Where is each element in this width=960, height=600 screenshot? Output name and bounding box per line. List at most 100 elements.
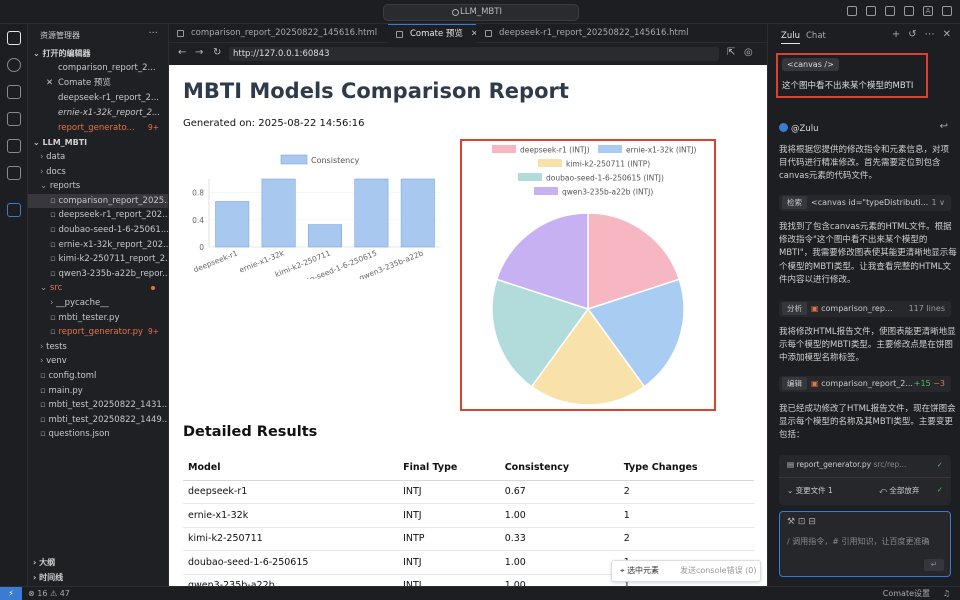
open-editor-item[interactable]: ernie-x1-32k_report_2... xyxy=(58,108,161,118)
open-editors-header[interactable]: ⌄ 打开的编辑器 xyxy=(33,49,91,58)
tool-call-analyze[interactable]: 分析 ▣ comparison_rep... 117 lines xyxy=(779,301,951,317)
testing-flask-icon[interactable] xyxy=(7,166,21,180)
changed-file-item[interactable]: ▤ report_generator.py src/rep... xyxy=(787,460,907,469)
open-editor-item[interactable]: ✕ Comate 预览 xyxy=(46,78,111,88)
file-item[interactable]: ▫ doubao-seed-1-6-25061... xyxy=(50,225,169,235)
close-icon[interactable]: ✕ xyxy=(942,29,951,40)
bar[interactable] xyxy=(307,224,343,248)
history-icon[interactable]: ↺ xyxy=(908,29,917,40)
tool-call-edit[interactable]: 编辑 ▣ comparison_report_2... +15 −3 xyxy=(779,376,951,392)
file-item[interactable]: ▫ main.py xyxy=(40,385,83,396)
folder-item[interactable]: ⌄ src xyxy=(28,281,168,295)
canvas-element-chip[interactable]: <canvas /> xyxy=(782,58,839,71)
open-editor-item[interactable]: deepseek-r1_report_2... xyxy=(58,93,160,103)
pie-legend-item[interactable]: doubao-seed-1-6-250615 (INTJ) xyxy=(518,173,664,183)
remote-icon[interactable]: ⚡ xyxy=(0,587,22,600)
layout-icon[interactable] xyxy=(847,6,857,16)
tab-zulu[interactable]: Zulu xyxy=(781,31,800,44)
run-debug-icon[interactable] xyxy=(7,112,21,126)
pie-slice[interactable] xyxy=(491,278,590,388)
explorer-icon[interactable] xyxy=(7,31,21,45)
project-header[interactable]: ⌄ LLM_MBTI xyxy=(33,138,88,147)
accept-all-check-icon[interactable]: ✓ xyxy=(936,485,943,494)
folder-item[interactable]: › data xyxy=(40,152,66,162)
source-control-icon[interactable] xyxy=(7,85,21,99)
folder-item[interactable]: › tests xyxy=(40,341,67,352)
back-arrow-icon[interactable]: ← xyxy=(178,47,187,58)
close-icon[interactable]: ✕ xyxy=(471,29,476,39)
folder-item[interactable]: › __pycache__ xyxy=(50,298,109,308)
bell-icon[interactable]: ♫ xyxy=(942,589,950,598)
discard-all-button[interactable]: ⤺ 全部放弃 xyxy=(879,486,920,495)
file-icon: ▫ xyxy=(50,195,59,206)
timeline-header[interactable]: › 时间线 xyxy=(33,573,64,582)
editor-tab[interactable]: Comate 预览✕ xyxy=(388,24,476,43)
settings-gear-icon[interactable] xyxy=(942,6,952,16)
file-item[interactable]: ▫ deepseek-r1_report_202... xyxy=(50,210,169,221)
open-editor-item[interactable]: comparison_report_2... xyxy=(58,63,156,73)
editor-tab[interactable]: deepseek-r1_report_20250822_145616.html xyxy=(477,24,767,43)
bar[interactable] xyxy=(261,178,296,248)
pie-highlight-frame xyxy=(460,139,716,411)
more-icon[interactable]: ⋯ xyxy=(924,29,935,40)
url-input[interactable]: http://127.0.0.1:60843 xyxy=(229,47,719,61)
close-icon[interactable]: ✕ xyxy=(46,78,54,88)
tab-chat[interactable]: Chat xyxy=(806,31,826,41)
pie-slice[interactable] xyxy=(587,212,681,311)
open-editor-item[interactable]: report_generato... 9+ xyxy=(58,123,159,133)
secondary-sidebar-icon[interactable] xyxy=(904,6,914,16)
command-center-search[interactable]: LLM_MBTI xyxy=(383,4,579,21)
file-item[interactable]: ▫ report_generator.py 9+ xyxy=(50,327,159,338)
pie-legend-item[interactable]: qwen3-235b-a22b (INTJ) xyxy=(534,187,653,197)
pie-legend-item[interactable]: deepseek-r1 (INTJ) xyxy=(492,145,590,155)
pie-slice[interactable] xyxy=(530,307,646,406)
file-item[interactable]: ▫ kimi-k2-250711_report_2... xyxy=(50,254,169,265)
translate-icon[interactable]: A xyxy=(923,6,933,16)
refresh-icon[interactable]: ↻ xyxy=(213,47,222,58)
file-item[interactable]: ▫ ernie-x1-32k_report_202... xyxy=(50,239,169,250)
file-item[interactable]: ▫ comparison_report_2025... xyxy=(28,193,168,208)
comate-settings[interactable]: Comate设置 xyxy=(882,589,930,598)
folder-item[interactable]: › docs xyxy=(40,166,66,177)
select-element-button[interactable]: ⌖ 选中元素 xyxy=(620,566,660,575)
folder-item[interactable]: › venv xyxy=(40,356,67,367)
tool-call-search[interactable]: 检索 <canvas id="typeDistributi... 1 ∨ xyxy=(779,195,951,211)
bar[interactable] xyxy=(400,178,435,248)
open-external-icon[interactable]: ⇱ xyxy=(727,47,736,58)
forward-arrow-icon[interactable]: → xyxy=(195,47,204,58)
pie-slice[interactable] xyxy=(495,212,589,311)
editor-tab[interactable]: comparison_report_20250822_145616.html xyxy=(169,24,381,43)
pie-legend-item[interactable]: ernie-x1-32k (INTJ) xyxy=(598,145,696,155)
table-cell: 2 xyxy=(618,480,754,504)
pie-slice[interactable] xyxy=(586,278,685,388)
outline-header[interactable]: › 大纲 xyxy=(33,558,56,567)
changed-files-toggle[interactable]: ⌄ 变更文件 1 xyxy=(787,486,833,495)
send-icon[interactable]: ↵ xyxy=(924,559,944,571)
new-chat-plus-icon[interactable]: + xyxy=(891,29,901,40)
chat-input[interactable]: ⚒ ⊡ ⊟ / 调用指令，# 引用知识，让百度更准确 ↵ xyxy=(779,511,951,577)
file-item[interactable]: ▫ mbti_test_20250822_1431... xyxy=(40,400,169,411)
file-item[interactable]: ▫ mbti_tester.py xyxy=(50,312,120,323)
undo-icon[interactable]: ↩ xyxy=(939,121,948,132)
globe-icon[interactable]: ◎ xyxy=(744,47,753,58)
extensions-icon[interactable] xyxy=(7,139,21,153)
file-item[interactable]: ▫ questions.json xyxy=(40,429,110,440)
panel-toggle-icon[interactable] xyxy=(885,6,895,16)
pie-legend-item[interactable]: kimi-k2-250711 (INTP) xyxy=(538,159,650,169)
bar[interactable] xyxy=(215,201,250,248)
type-distribution-pie-chart[interactable]: deepseek-r1 (INTJ) ernie-x1-32k (INTJ) kim… xyxy=(462,141,714,409)
comate-icon[interactable] xyxy=(7,203,21,217)
send-console-errors-button[interactable]: 发送console错误 (0) xyxy=(680,566,757,575)
file-item[interactable]: ▫ config.toml xyxy=(40,371,97,381)
file-item[interactable]: ▫ qwen3-235b-a22b_repor... xyxy=(50,268,169,279)
file-item[interactable]: ▫ mbti_test_20250822_1449... xyxy=(40,414,169,425)
folder-item[interactable]: ⌄ reports xyxy=(40,181,81,192)
bar[interactable] xyxy=(354,178,389,248)
legend-swatch xyxy=(518,173,542,181)
sidebar-toggle-icon[interactable] xyxy=(866,6,876,16)
tool-icons[interactable]: ⚒ ⊡ ⊟ xyxy=(787,517,816,527)
problems-indicator[interactable]: ⊗ 16 ⚠ 47 xyxy=(28,589,70,598)
more-icon[interactable]: ··· xyxy=(148,28,158,39)
editor-area: comparison_report_20250822_145616.html Co… xyxy=(169,24,767,586)
search-icon[interactable] xyxy=(7,58,21,72)
